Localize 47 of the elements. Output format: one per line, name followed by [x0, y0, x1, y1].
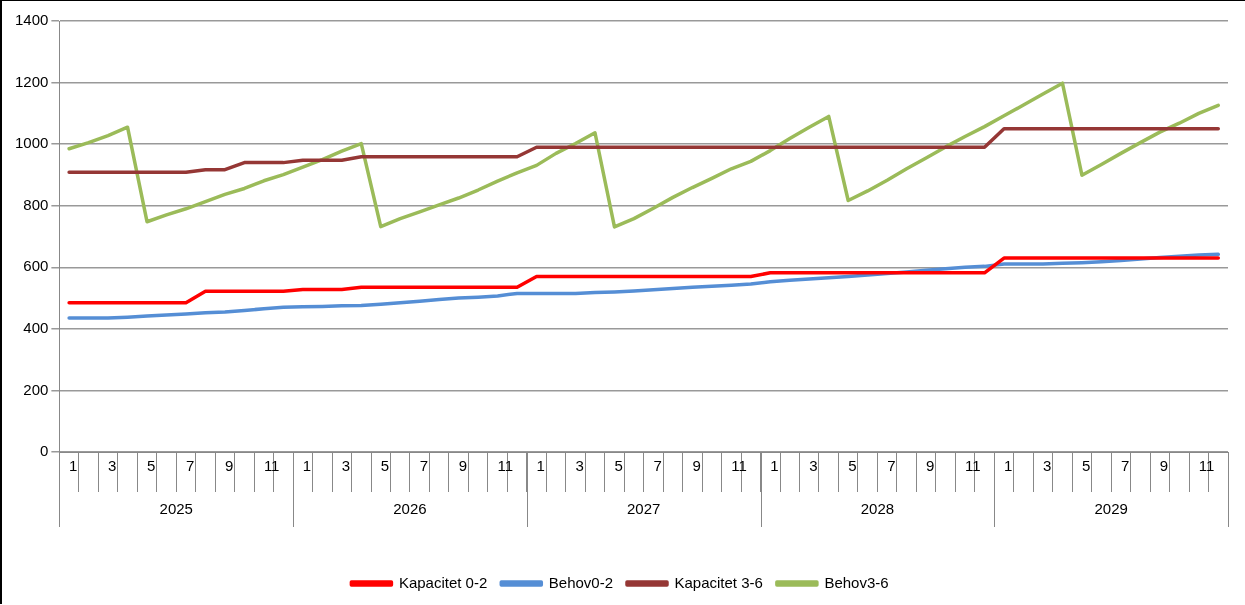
y-tick-label: 0	[40, 442, 49, 460]
x-tick-label: 9	[458, 457, 467, 475]
y-tick-label: 400	[23, 319, 49, 336]
x-tick-label: 1	[302, 457, 312, 475]
x-tick-label: 5	[848, 457, 857, 475]
x-tick-label: 7	[185, 457, 195, 475]
x-tick-label: 5	[147, 457, 156, 475]
x-tick-label: 7	[653, 457, 662, 475]
x-tick-label: 7	[887, 457, 896, 475]
x-tick-label: 3	[809, 457, 818, 475]
x-tick-label: 5	[614, 457, 623, 475]
x-tick-label: 11	[263, 457, 280, 475]
y-tick-label: 1200	[14, 72, 49, 90]
x-tick-label: 1	[1004, 457, 1013, 475]
x-tick-label: 3	[1042, 457, 1052, 475]
text: 2025	[159, 500, 193, 518]
y-tick-label: 600	[23, 257, 49, 275]
x-tick-label: 11	[965, 457, 981, 475]
x-tick-label: 3	[575, 457, 584, 475]
x-tick-label: 9	[1159, 457, 1169, 475]
y-tick-label: 1000	[14, 134, 49, 152]
text: 2026	[393, 500, 427, 518]
y-tick-label: 800	[23, 195, 49, 213]
x-tick-label: 7	[419, 457, 429, 475]
x-tick-label: 3	[108, 457, 117, 475]
x-tick-label: 5	[1081, 457, 1091, 475]
x-tick-label: 1	[770, 457, 779, 475]
x-tick-label: 11	[1198, 457, 1215, 475]
x-tick-label: 11	[731, 457, 747, 475]
x-tick-label: 7	[1120, 457, 1130, 475]
x-tick-label: 3	[341, 457, 351, 475]
x-tick-label: 11	[497, 457, 514, 475]
x-tick-label: 9	[692, 457, 701, 475]
legend-label: Kapacitet 3-6	[674, 573, 763, 591]
y-tick-label: 200	[23, 380, 49, 398]
legend-label: Behov0-2	[548, 573, 614, 591]
x-tick-label: 1	[69, 457, 78, 475]
text: 2028	[860, 500, 895, 518]
text: 2029	[1094, 500, 1128, 518]
x-tick-label: 1	[536, 457, 545, 475]
x-tick-label: 9	[224, 457, 234, 475]
x-tick-label: 5	[380, 457, 390, 475]
legend-label: Kapacitet 0-2	[398, 573, 488, 591]
x-tick-label: 9	[926, 457, 935, 475]
text: 2027	[627, 500, 661, 518]
legend-label: Behov3-6	[824, 573, 889, 591]
y-tick-label: 1400	[14, 11, 49, 29]
